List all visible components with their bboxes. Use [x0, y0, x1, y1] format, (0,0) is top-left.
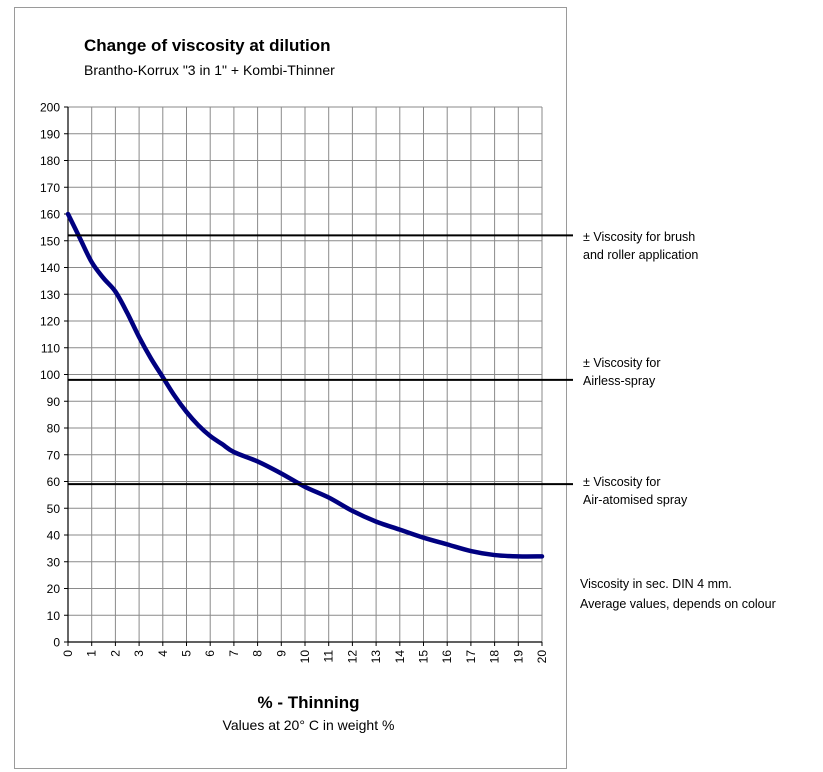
annotation-airless-spray: ± Viscosity for Airless-spray: [583, 356, 661, 388]
x-tick-label: 6: [203, 650, 217, 657]
x-tick-label: 10: [298, 650, 312, 664]
x-tick-label: 0: [61, 650, 75, 657]
x-tick-label: 5: [180, 650, 194, 657]
x-tick-label: 9: [274, 650, 288, 657]
y-tick-label: 50: [47, 502, 61, 516]
annotation-air-atomised-spray: ± Viscosity for Air-atomised spray: [583, 475, 688, 507]
y-tick-label: 170: [40, 181, 60, 195]
y-tick-label: 60: [47, 475, 61, 489]
x-tick-label: 1: [85, 650, 99, 657]
x-tick-label: 3: [132, 650, 146, 657]
viscosity-note: Viscosity in sec. DIN 4 mm. Average valu…: [580, 574, 776, 614]
chart-frame: [14, 7, 567, 769]
y-tick-label: 80: [47, 422, 61, 436]
reference-lines: [68, 234, 573, 486]
y-tick-label: 30: [47, 555, 61, 569]
series-line: [65, 211, 545, 559]
x-tick-label: 16: [440, 650, 454, 664]
chart-title: Change of viscosity at dilution: [84, 36, 331, 55]
y-tick-label: 180: [40, 154, 60, 168]
x-tick-label: 4: [156, 650, 170, 657]
y-tick-label: 100: [40, 368, 60, 382]
y-tick-label: 40: [47, 529, 61, 543]
x-tick-label: 8: [251, 650, 265, 657]
annotation-brush-roller: ± Viscosity for brush and roller applica…: [583, 230, 699, 262]
x-tick-label: 18: [488, 650, 502, 664]
note-line-2: Average values, depends on colour: [580, 597, 776, 611]
y-tick-label: 10: [47, 609, 61, 623]
x-tick-label: 12: [345, 650, 359, 664]
x-tick-label: 7: [227, 650, 241, 657]
x-axis-ticks: 0 1 2 3 4 5 6 7 8 9 10 11 12 13 14 15 16 17 18 19 20: [61, 642, 549, 663]
y-tick-label: 90: [47, 395, 61, 409]
x-axis-label: % - Thinning: [257, 693, 360, 712]
x-tick-label: 13: [369, 650, 383, 664]
y-tick-label: 70: [47, 448, 61, 462]
x-tick-label: 2: [108, 650, 122, 657]
y-tick-label: 110: [41, 341, 60, 355]
y-tick-label: 140: [40, 261, 60, 275]
x-tick-label: 19: [511, 650, 525, 664]
y-tick-label: 160: [40, 208, 60, 222]
x-tick-label: 17: [464, 650, 478, 664]
chart-subtitle: Brantho-Korrux "3 in 1" + Kombi-Thinner: [84, 62, 335, 78]
note-line-1: Viscosity in sec. DIN 4 mm.: [580, 577, 732, 591]
y-tick-label: 130: [40, 288, 60, 302]
y-tick-label: 0: [53, 636, 60, 650]
y-tick-label: 150: [40, 234, 60, 248]
y-axis-ticks: 0 10 20 30 40 50 60 70 80 90 100 110 120 130 140 150 160…: [40, 101, 68, 650]
x-tick-label: 20: [535, 650, 549, 664]
grid-lines: [68, 106, 543, 642]
y-tick-label: 200: [40, 101, 60, 115]
x-tick-label: 15: [417, 650, 431, 664]
x-tick-label: 14: [393, 650, 407, 664]
x-tick-label: 11: [322, 650, 336, 663]
series-group: [65, 211, 545, 559]
y-tick-label: 190: [40, 127, 60, 141]
x-axis-sublabel: Values at 20° C in weight %: [222, 717, 395, 733]
y-tick-label: 20: [47, 582, 61, 596]
y-tick-label: 120: [40, 315, 60, 329]
